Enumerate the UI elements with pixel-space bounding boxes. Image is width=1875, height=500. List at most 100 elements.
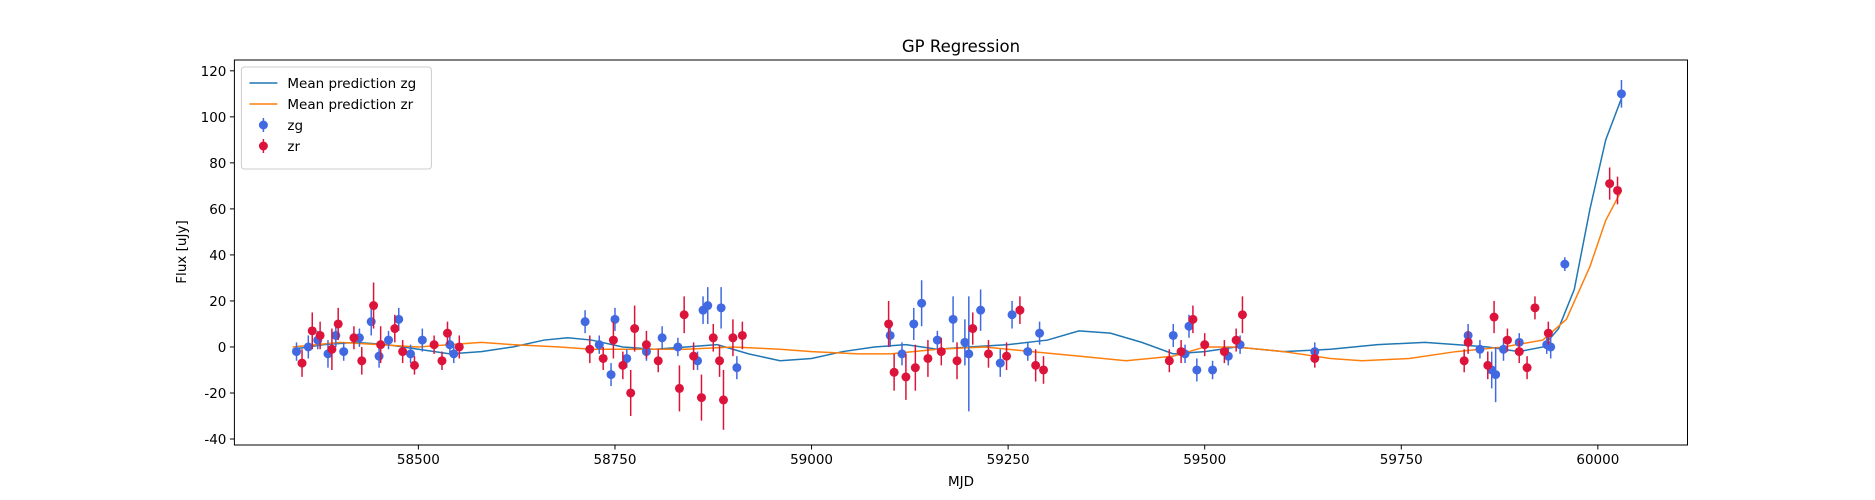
data-point [303,342,313,352]
y-tick-label: -20 [204,386,226,402]
data-point [1463,337,1473,347]
data-point [964,349,974,359]
data-point [1015,305,1025,315]
data-point [689,351,699,361]
y-tick-label: 100 [201,110,227,126]
y-tick-label: -40 [204,432,226,448]
data-point [674,383,684,393]
data-point [641,340,651,350]
data-point [1039,365,1049,375]
x-tick-label: 59000 [790,452,833,468]
data-point [357,356,367,366]
data-point [376,340,386,350]
data-point [960,337,970,347]
data-point [679,310,689,320]
data-point [409,360,419,370]
data-point [1514,347,1524,357]
data-point [737,330,747,340]
data-point [728,333,738,343]
y-tick-label: 0 [218,340,227,356]
data-point [339,347,349,357]
data-point [653,356,663,366]
y-tick-label: 80 [209,156,226,172]
data-point [1613,185,1623,195]
axes-frame [233,59,1688,446]
data-point [923,353,933,363]
data-point [1192,365,1202,375]
data-point [932,335,942,345]
data-point [445,340,455,350]
data-point [369,301,379,311]
data-point [1176,347,1186,357]
data-point [885,330,895,340]
data-point [1459,356,1469,366]
data-point [390,324,400,334]
data-point [594,340,604,350]
data-point [715,356,725,366]
legend-label: Mean prediction zg [287,76,416,92]
legend-label: Mean prediction zr [287,97,413,113]
data-point [1031,360,1041,370]
data-point [1483,360,1493,370]
data-point [442,328,452,338]
data-point [374,351,384,361]
data-point [1616,89,1626,99]
data-point [1491,370,1501,380]
y-tick-label: 120 [201,64,227,80]
data-point [1475,344,1485,354]
data-point [349,333,359,343]
data-point [983,349,993,359]
data-point [333,319,343,329]
data-point [1522,363,1532,373]
y-tick-label: 60 [209,202,226,218]
data-point [598,353,608,363]
data-point [909,319,919,329]
data-point [1208,365,1218,375]
data-point [366,317,376,327]
data-point [716,303,726,313]
data-point [384,335,394,345]
legend-marker [258,120,268,130]
x-tick-label: 59250 [987,452,1030,468]
data-point [657,333,667,343]
data-point [1184,321,1194,331]
data-point [673,342,683,352]
data-point [610,314,620,324]
legend-box [240,66,432,170]
x-tick-label: 58750 [593,452,636,468]
y-axis-label: Flux [uJy] [174,220,190,283]
data-point [1007,310,1017,320]
data-point [1237,310,1247,320]
data-point [292,347,302,357]
data-point [1002,351,1012,361]
y-tick-label: 20 [209,294,226,310]
data-point [437,356,447,366]
data-point [1164,356,1174,366]
data-point [1188,314,1198,324]
data-point [606,370,616,380]
data-point [622,353,632,363]
data-point [952,356,962,366]
data-point [1560,259,1570,269]
legend-label: zr [287,139,300,155]
x-axis-label: MJD [948,474,974,490]
data-point [936,347,946,357]
data-point [626,388,636,398]
data-point [315,330,325,340]
data-point [948,314,958,324]
data-point [917,298,927,308]
x-tick-label: 59750 [1380,452,1423,468]
data-point [394,314,404,324]
data-point [889,367,899,377]
data-point [976,305,986,315]
y-tick-label: 40 [209,248,226,264]
data-point [884,319,894,329]
data-point [1200,340,1210,350]
data-point [327,344,337,354]
data-point [968,324,978,334]
data-point [1035,328,1045,338]
data-point [1499,344,1509,354]
data-point [897,349,907,359]
data-point [1530,303,1540,313]
